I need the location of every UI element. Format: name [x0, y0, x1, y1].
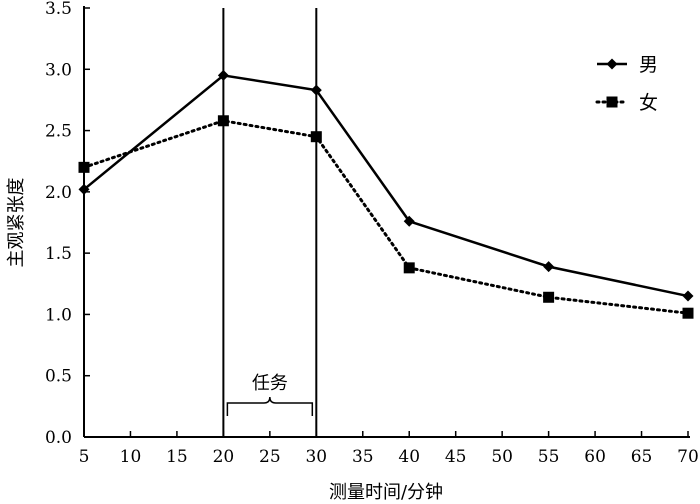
data-point [543, 261, 555, 273]
x-tick-label: 60 [584, 447, 606, 467]
data-point [310, 131, 322, 143]
x-axis-title: 测量时间/分钟 [329, 482, 443, 503]
annotations: 任务 [222, 8, 318, 437]
x-tick-label: 5 [79, 447, 90, 467]
task-bracket [226, 396, 314, 416]
legend: 男女 [595, 54, 658, 114]
legend-entry: 女 [595, 92, 658, 114]
x-tick-label: 55 [538, 447, 560, 467]
legend-label: 男 [639, 54, 658, 76]
legend-entry: 男 [597, 54, 658, 76]
data-point [217, 69, 229, 81]
legend-swatch-marker [606, 96, 618, 108]
series-female [78, 115, 694, 319]
series-male [78, 69, 694, 302]
x-tick-label: 50 [491, 447, 513, 467]
axes: 5 10 15 20 25 30 35 40 45 50 55 60 65 70 0.0 0.5 1.0 1.5 2… [45, 0, 699, 467]
data-point [682, 290, 694, 302]
data-point [682, 307, 694, 319]
x-tick-label: 25 [259, 447, 281, 467]
x-tick-label: 70 [677, 447, 699, 467]
x-tick-label: 30 [305, 447, 327, 467]
data-point [403, 215, 415, 227]
y-tick-label: 3.5 [45, 0, 72, 19]
legend-label: 女 [639, 92, 658, 114]
x-tick-label: 45 [445, 447, 467, 467]
x-tick-label: 35 [352, 447, 374, 467]
series-line [83, 74, 689, 298]
y-axis-title: 主观紧张度 [6, 178, 27, 268]
y-tick-label: 1.0 [45, 305, 72, 325]
legend-swatch-marker [606, 58, 618, 70]
series-line [82, 119, 690, 315]
series-layer [78, 69, 694, 319]
y-tick-label: 1.5 [45, 244, 72, 264]
data-point [310, 84, 322, 96]
y-tick-label: 3.0 [45, 60, 72, 80]
x-tick-label: 20 [213, 447, 235, 467]
x-tick-label: 15 [166, 447, 188, 467]
x-tick-label: 65 [631, 447, 653, 467]
x-tick-label: 10 [120, 447, 142, 467]
y-tick-label: 0.0 [45, 428, 72, 448]
y-tick-label: 2.5 [45, 122, 72, 142]
data-point [543, 291, 555, 303]
data-point [403, 262, 415, 274]
x-tick-label: 40 [398, 447, 420, 467]
task-label: 任务 [252, 373, 288, 394]
data-point [217, 115, 229, 127]
y-tick-label: 2.0 [45, 183, 72, 203]
y-tick-label: 0.5 [45, 367, 72, 387]
